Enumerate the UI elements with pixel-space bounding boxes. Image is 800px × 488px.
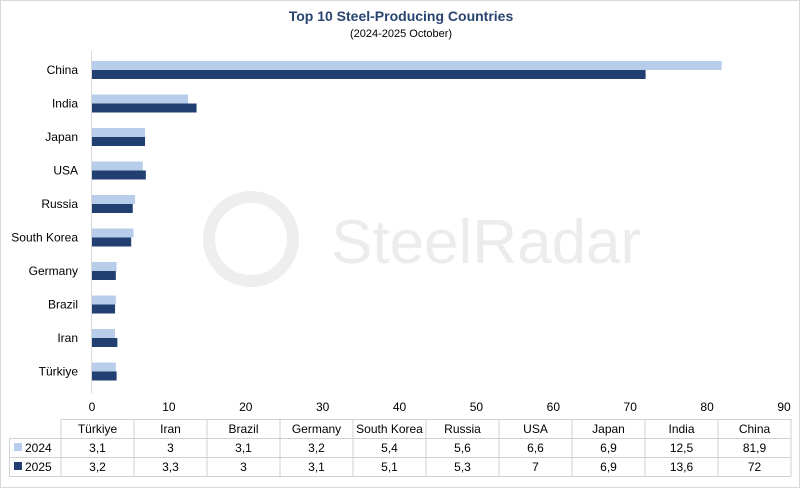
table-value: 5,3 xyxy=(454,460,471,474)
bar-2025 xyxy=(92,204,133,213)
bar-2025 xyxy=(92,103,197,113)
x-tick-label: 10 xyxy=(162,400,176,414)
table-header: South Korea xyxy=(356,422,423,436)
table-value: 3,2 xyxy=(308,441,325,455)
x-tick-label: 90 xyxy=(777,400,791,414)
x-tick-label: 40 xyxy=(393,400,407,414)
category-label: Japan xyxy=(45,130,78,144)
table-header: China xyxy=(739,422,771,436)
category-label: India xyxy=(52,97,78,111)
bar-2025 xyxy=(92,271,116,280)
bar-2024 xyxy=(92,329,116,338)
legend-label: 2024 xyxy=(25,441,52,455)
legend-swatch-2024 xyxy=(14,443,22,451)
table-value: 3,1 xyxy=(308,460,325,474)
table-value: 3,1 xyxy=(89,441,106,455)
bar-2025 xyxy=(92,137,146,146)
bar-2024 xyxy=(92,128,146,137)
table-value: 5,1 xyxy=(381,460,398,474)
legend-label: 2025 xyxy=(25,460,52,474)
table-value: 3,2 xyxy=(89,460,106,474)
bar-2024 xyxy=(92,195,136,204)
category-label: China xyxy=(47,63,79,77)
bar-2024 xyxy=(92,262,117,271)
x-tick-label: 30 xyxy=(316,400,330,414)
x-tick-label: 20 xyxy=(239,400,253,414)
x-tick-label: 80 xyxy=(700,400,714,414)
bar-2024 xyxy=(92,362,116,372)
bar-2025 xyxy=(92,371,117,381)
bar-2024 xyxy=(92,61,722,70)
watermark: SteelRadar xyxy=(331,208,641,277)
table-header: Germany xyxy=(292,422,341,436)
category-label: Türkiye xyxy=(39,365,79,379)
chart-title: Top 10 Steel-Producing Countries xyxy=(288,8,514,24)
table-header: Türkiye xyxy=(78,422,118,436)
table-value: 3,1 xyxy=(235,441,252,455)
bar-2024 xyxy=(92,94,189,104)
table-header: Iran xyxy=(160,422,181,436)
table-header: USA xyxy=(523,422,548,436)
category-label: Brazil xyxy=(48,298,78,312)
bar-2025 xyxy=(92,237,132,247)
table-value: 13,6 xyxy=(670,460,694,474)
table-value: 5,6 xyxy=(454,441,471,455)
category-label: Iran xyxy=(57,331,78,345)
table-value: 3 xyxy=(240,460,247,474)
bar-2025 xyxy=(92,304,116,314)
table-value: 7 xyxy=(532,460,539,474)
bar-2025 xyxy=(92,170,146,180)
table-value: 72 xyxy=(748,460,762,474)
bar-2024 xyxy=(92,228,134,238)
x-tick-label: 0 xyxy=(89,400,96,414)
x-tick-label: 60 xyxy=(547,400,561,414)
table-value: 6,6 xyxy=(527,441,544,455)
table-value: 5,4 xyxy=(381,441,398,455)
category-label: Russia xyxy=(41,197,78,211)
watermark-logo-icon xyxy=(203,191,299,287)
category-label: Germany xyxy=(29,264,78,278)
table-value: 12,5 xyxy=(670,441,694,455)
table-value: 6,9 xyxy=(600,441,617,455)
bar-2024 xyxy=(92,295,116,305)
category-label: South Korea xyxy=(11,231,78,245)
chart-subtitle: (2024-2025 October) xyxy=(349,28,453,40)
table-header: Japan xyxy=(592,422,625,436)
table-value: 81,9 xyxy=(743,441,767,455)
table-value: 6,9 xyxy=(600,460,617,474)
category-label: USA xyxy=(53,164,78,178)
table-header: India xyxy=(668,422,694,436)
table-value: 3 xyxy=(167,441,174,455)
legend-swatch-2025 xyxy=(14,462,22,470)
table-header: Russia xyxy=(444,422,481,436)
bar-2025 xyxy=(92,338,118,347)
x-tick-label: 70 xyxy=(624,400,638,414)
x-tick-label: 50 xyxy=(470,400,484,414)
bar-2025 xyxy=(92,70,646,79)
table-header: Brazil xyxy=(228,422,258,436)
bar-2024 xyxy=(92,161,143,171)
table-value: 3,3 xyxy=(162,460,179,474)
